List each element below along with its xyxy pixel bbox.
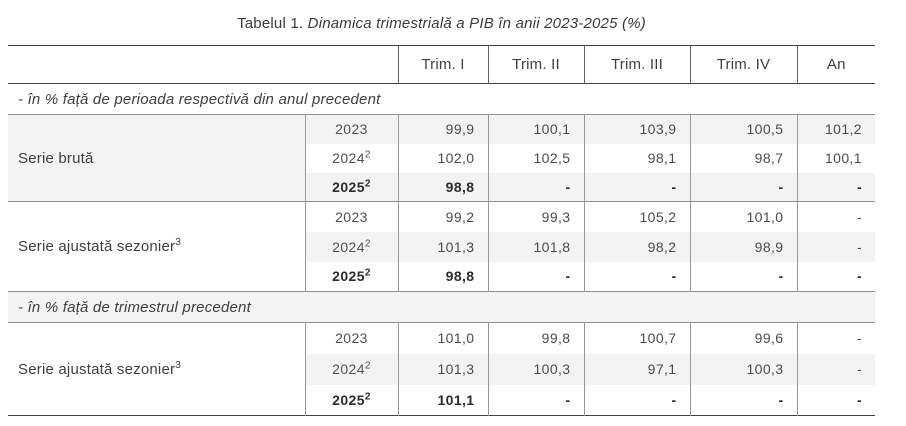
series-label-text: Serie brută (18, 149, 94, 167)
section-heading-1: - în % față de perioada respectivă din a… (18, 90, 381, 108)
footnote-marker: 3 (175, 237, 181, 248)
value-cell: 98,2 (583, 231, 690, 262)
year-text: 2025 (332, 178, 365, 195)
year-text: 2024 (332, 150, 365, 166)
table-row: 20252 98,8 - - - - (8, 261, 875, 292)
value-cell: 100,5 (689, 114, 797, 144)
value-cell: 102,5 (487, 143, 584, 173)
value-cell: - (583, 172, 690, 202)
value-cell: 97,1 (583, 353, 690, 385)
year-cell: 20242 (304, 353, 398, 385)
value-cell: 98,8 (397, 261, 488, 292)
series-label-serie-ajustata: Serie ajustată sezonier3 (8, 201, 305, 292)
value-cell: 105,2 (583, 201, 690, 232)
gdp-quarterly-table: Trim. I Trim. II Trim. III Trim. IV An -… (8, 45, 875, 416)
value-cell: - (487, 172, 584, 202)
column-header-row: Trim. I Trim. II Trim. III Trim. IV An (8, 45, 875, 84)
section-heading-2: - în % față de trimestrul precedent (18, 298, 251, 316)
table-row: 20252 101,1 - - - - (8, 384, 875, 416)
value-cell: - (583, 384, 690, 416)
value-cell: 101,0 (397, 322, 488, 354)
column-header-trim-iii: Trim. III (583, 45, 690, 84)
value-cell: - (796, 201, 875, 232)
value-cell: 103,9 (583, 114, 690, 144)
year-cell: 20242 (304, 231, 398, 262)
column-header-trim-iv: Trim. IV (689, 45, 797, 84)
value-cell: 102,0 (397, 143, 488, 173)
year-text: 2025 (332, 391, 365, 408)
year-text: 2024 (332, 361, 365, 377)
header-corner-cell (8, 46, 398, 84)
value-cell: 99,3 (487, 201, 584, 232)
year-text: 2023 (335, 208, 368, 225)
year-cell: 20242 (304, 143, 398, 173)
year-cell: 2023 (304, 114, 398, 144)
table-row: 20242 101,3 100,3 97,1 100,3 - (8, 353, 875, 385)
value-cell: 98,9 (689, 231, 797, 262)
value-cell: - (689, 172, 797, 202)
table-row: Serie ajustată sezonier3 2023 101,0 99,8… (8, 322, 875, 416)
footnote-marker: 2 (364, 391, 371, 403)
year-text: 2024 (332, 238, 365, 255)
table-title: Tabelul 1. Dinamica trimestrială a PIB î… (8, 15, 875, 32)
table-row: Serie ajustată sezonier3 2023 99,2 99,3 … (8, 201, 875, 292)
value-cell: - (689, 384, 797, 416)
value-cell: - (796, 353, 875, 385)
value-cell: - (487, 261, 584, 292)
value-cell: 98,7 (689, 143, 797, 173)
footnote-marker: 2 (364, 237, 371, 249)
value-cell: 98,8 (397, 172, 488, 202)
series-label-text: Serie ajustată sezonier (18, 238, 176, 255)
value-cell: 100,3 (487, 353, 584, 385)
value-cell: 100,3 (689, 353, 797, 385)
value-cell: 100,1 (796, 143, 875, 173)
series-label-text: Serie ajustată sezonier (18, 360, 176, 378)
value-cell: 98,1 (583, 143, 690, 173)
year-cell: 20252 (304, 384, 398, 416)
year-text: 2023 (335, 330, 368, 347)
year-cell: 2023 (304, 201, 398, 232)
series-label-serie-bruta: Serie brută (8, 114, 305, 202)
value-cell: - (487, 384, 584, 416)
table-row: Serie brută 2023 99,9 100,1 103,9 100,5 … (8, 114, 875, 202)
value-cell: 101,1 (397, 384, 488, 416)
footnote-marker: 3 (175, 359, 181, 371)
value-cell: 101,2 (796, 114, 875, 144)
year-cell: 2023 (304, 322, 398, 354)
value-cell: - (796, 172, 875, 202)
value-cell: 99,2 (397, 201, 488, 232)
column-header-an: An (796, 45, 875, 84)
footnote-marker: 2 (364, 178, 371, 190)
value-cell: 101,8 (487, 231, 584, 262)
footnote-marker: 2 (364, 267, 371, 279)
value-cell: 99,9 (397, 114, 488, 144)
value-cell: - (689, 261, 797, 292)
table-row: 20242 102,0 102,5 98,1 98,7 100,1 (8, 143, 875, 173)
section-heading-row-2: - în % față de trimestrul precedent (8, 291, 875, 323)
year-text: 2023 (335, 121, 368, 138)
value-cell: 99,8 (487, 322, 584, 354)
column-header-trim-ii: Trim. II (487, 45, 584, 84)
value-cell: 101,3 (397, 353, 488, 385)
table-title-prefix: Tabelul 1. (237, 15, 304, 32)
value-cell: - (796, 384, 875, 416)
footnote-marker: 2 (364, 149, 371, 161)
value-cell: - (796, 231, 875, 262)
section-heading-row-1: - în % față de perioada respectivă din a… (8, 84, 875, 115)
value-cell: 101,3 (397, 231, 488, 262)
year-cell: 20252 (304, 261, 398, 292)
value-cell: - (583, 261, 690, 292)
value-cell: 99,6 (689, 322, 797, 354)
value-cell: - (796, 322, 875, 354)
year-cell: 20252 (304, 172, 398, 202)
value-cell: 100,7 (583, 322, 690, 354)
value-cell: - (796, 261, 875, 292)
table-title-italic: Dinamica trimestrială a PIB în anii 2023… (307, 15, 646, 32)
series-label-serie-ajustata: Serie ajustată sezonier3 (8, 322, 305, 416)
column-header-trim-i: Trim. I (397, 45, 488, 84)
year-text: 2025 (332, 268, 365, 285)
value-cell: 101,0 (689, 201, 797, 232)
value-cell: 100,1 (487, 114, 584, 144)
footnote-marker: 2 (364, 360, 371, 372)
